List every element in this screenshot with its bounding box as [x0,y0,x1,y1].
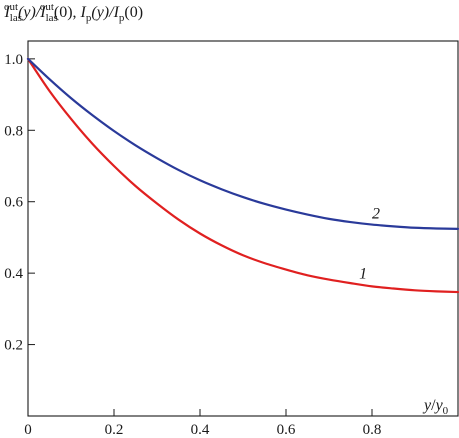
series-group [26,57,459,294]
y-axis-title-part: out [40,1,54,13]
y-tick-label: 0.2 [4,338,23,354]
y-axis-title-part: out [4,1,18,13]
axis-tick-labels: 0 0.2 0.4 0.6 0.8 0.2 0.4 0.6 0.8 1.0 [4,52,381,438]
y-axis-title-part: I [80,4,87,21]
x-axis-title-part: 0 [443,405,449,417]
y-axis-title-part: las [10,12,22,24]
x-axis-title-part: y [434,397,444,414]
y-axis-title-part: (y)/ [91,4,115,21]
series-labels: 12 [359,206,380,283]
y-tick-label: 0.8 [4,123,23,139]
x-tick-label: 0.2 [105,422,124,438]
series-line-2 [26,57,459,230]
y-axis-title-part: (y)/ [18,4,42,21]
series-label-1: 1 [359,265,367,282]
x-tick-label: 0 [24,422,32,438]
y-tick-label: 1.0 [4,52,23,68]
y-axis-title-part: p [119,12,125,24]
y-axis-title-part: I [39,4,46,21]
x-axis-title-part: / [431,397,436,414]
series-line-1 [26,57,459,294]
x-axis-title: y/y0 [422,397,449,417]
x-axis-title-part: y [422,397,432,414]
y-axis-title-part: I [3,4,10,21]
y-axis-title-part: p [86,12,92,24]
y-axis-title-part: (0) [124,4,143,21]
y-tick-label: 0.6 [4,195,23,211]
plot-frame [27,40,459,417]
series-label-2: 2 [372,206,380,223]
axis-ticks [28,58,373,416]
y-axis-title-part: I [113,4,120,21]
x-tick-label: 0.8 [363,422,382,438]
x-tick-label: 0.4 [191,422,210,438]
y-tick-label: 0.4 [4,266,23,282]
y-axis-title-part: las [46,12,58,24]
y-axis-title-part: (0), [54,4,81,21]
y-axis-title: Ilasout(y)/Ilasout(0), Ip(y)/Ip(0) [3,1,143,24]
x-tick-label: 0.6 [277,422,296,438]
